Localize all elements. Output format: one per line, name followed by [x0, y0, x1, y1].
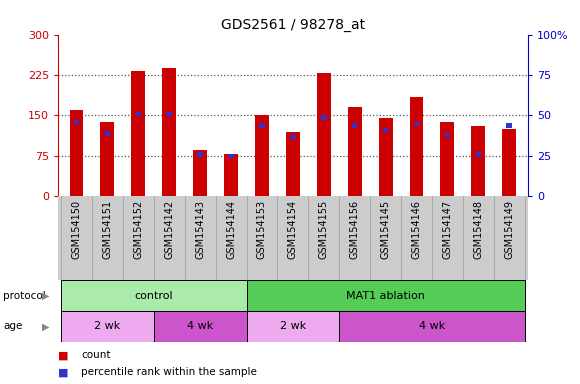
Text: GSM154149: GSM154149 [504, 200, 514, 259]
Bar [104, 131, 110, 136]
Bar [100, 122, 114, 196]
Text: GSM154148: GSM154148 [473, 200, 483, 259]
Bar [154, 311, 246, 342]
Text: count: count [81, 350, 111, 360]
Text: control: control [135, 291, 173, 301]
Title: GDS2561 / 98278_at: GDS2561 / 98278_at [221, 18, 365, 32]
Bar [290, 134, 296, 139]
Bar [246, 280, 525, 311]
Bar [197, 152, 203, 157]
Text: protocol: protocol [3, 291, 46, 301]
Text: 2 wk: 2 wk [95, 321, 121, 331]
Bar [383, 128, 389, 132]
Bar [166, 112, 172, 116]
Text: GSM154147: GSM154147 [443, 200, 452, 259]
Text: ■: ■ [58, 367, 68, 377]
Bar [502, 129, 516, 196]
Text: GSM154144: GSM154144 [226, 200, 236, 259]
Bar [321, 115, 327, 119]
Text: GSM154153: GSM154153 [257, 200, 267, 259]
Bar [339, 311, 525, 342]
Text: GSM154156: GSM154156 [350, 200, 360, 259]
Text: GSM154145: GSM154145 [380, 200, 390, 259]
Bar [74, 120, 79, 124]
Bar [348, 107, 362, 196]
Text: 4 wk: 4 wk [419, 321, 445, 331]
Text: age: age [3, 321, 22, 331]
Bar [379, 118, 393, 196]
Bar [472, 126, 485, 196]
Text: MAT1 ablation: MAT1 ablation [346, 291, 425, 301]
Bar [255, 115, 269, 196]
Bar [259, 123, 265, 127]
Text: 2 wk: 2 wk [280, 321, 306, 331]
Text: 4 wk: 4 wk [187, 321, 213, 331]
Text: ▶: ▶ [42, 291, 49, 301]
Bar [136, 112, 141, 116]
Bar [193, 150, 207, 196]
Bar [229, 154, 234, 158]
Bar [61, 280, 246, 311]
Bar [246, 311, 339, 342]
Bar [162, 68, 176, 196]
Text: ■: ■ [58, 350, 68, 360]
Text: GSM154143: GSM154143 [195, 200, 205, 259]
Bar [317, 73, 331, 196]
Bar [506, 123, 512, 127]
Text: percentile rank within the sample: percentile rank within the sample [81, 367, 257, 377]
Bar [132, 71, 146, 196]
Bar [445, 133, 450, 137]
Text: GSM154146: GSM154146 [412, 200, 422, 259]
Bar [224, 154, 238, 196]
Text: GSM154142: GSM154142 [164, 200, 174, 259]
Bar [414, 122, 419, 126]
Text: GSM154154: GSM154154 [288, 200, 298, 259]
Bar [286, 132, 300, 196]
Bar [70, 110, 84, 196]
Text: ▶: ▶ [42, 321, 49, 331]
Text: GSM154155: GSM154155 [319, 200, 329, 259]
Text: GSM154152: GSM154152 [133, 200, 143, 259]
Bar [409, 98, 423, 196]
Text: GSM154151: GSM154151 [103, 200, 113, 259]
Bar [61, 311, 154, 342]
Bar [352, 123, 357, 127]
Text: GSM154150: GSM154150 [71, 200, 82, 259]
Bar [476, 152, 481, 157]
Bar [440, 122, 454, 196]
